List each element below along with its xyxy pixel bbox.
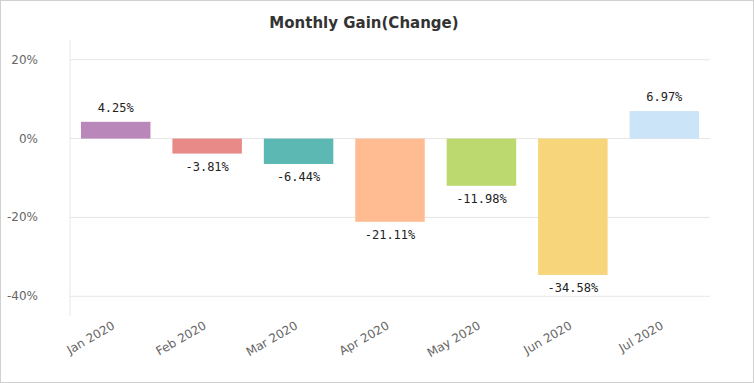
bar [172,139,241,154]
bar [630,111,699,138]
y-tick-label: 20% [11,53,38,67]
bar [447,139,516,186]
data-label: -6.44% [277,170,321,184]
y-tick-label: -40% [7,289,38,303]
data-label: -3.81% [185,160,229,174]
bar [538,139,607,275]
x-tick-label: Jan 2020 [64,318,118,357]
y-tick-label: 0% [19,132,38,146]
data-label: -21.11% [365,228,416,242]
bar [355,139,424,222]
x-tick-label: Feb 2020 [153,318,208,358]
data-label: -11.98% [456,192,507,206]
data-label: -34.58% [548,281,599,295]
data-label: 6.97% [646,90,683,104]
x-tick-label: May 2020 [425,318,483,360]
y-axis-line [70,40,71,316]
bars [81,111,699,275]
x-tick-label: Jun 2020 [520,318,574,357]
x-tick-label: Mar 2020 [244,318,300,359]
grid [70,60,710,297]
data-label: 4.25% [98,101,135,115]
bar [264,139,333,164]
x-tick-label: Jul 2020 [616,318,666,355]
chart: Monthly Gain(Change) 20% 0% -20% -40% 4.25% -3… [0,0,754,383]
grid-line [70,59,710,60]
grid-line [70,296,710,297]
title: Monthly Gain(Change) [269,14,458,32]
bar [81,122,150,139]
x-tick-label: Apr 2020 [337,318,392,358]
frame [1,1,754,383]
y-tick-label: -20% [7,210,38,224]
chart-root: Monthly Gain(Change) 20% 0% -20% -40% 4.25% -3… [0,0,754,383]
